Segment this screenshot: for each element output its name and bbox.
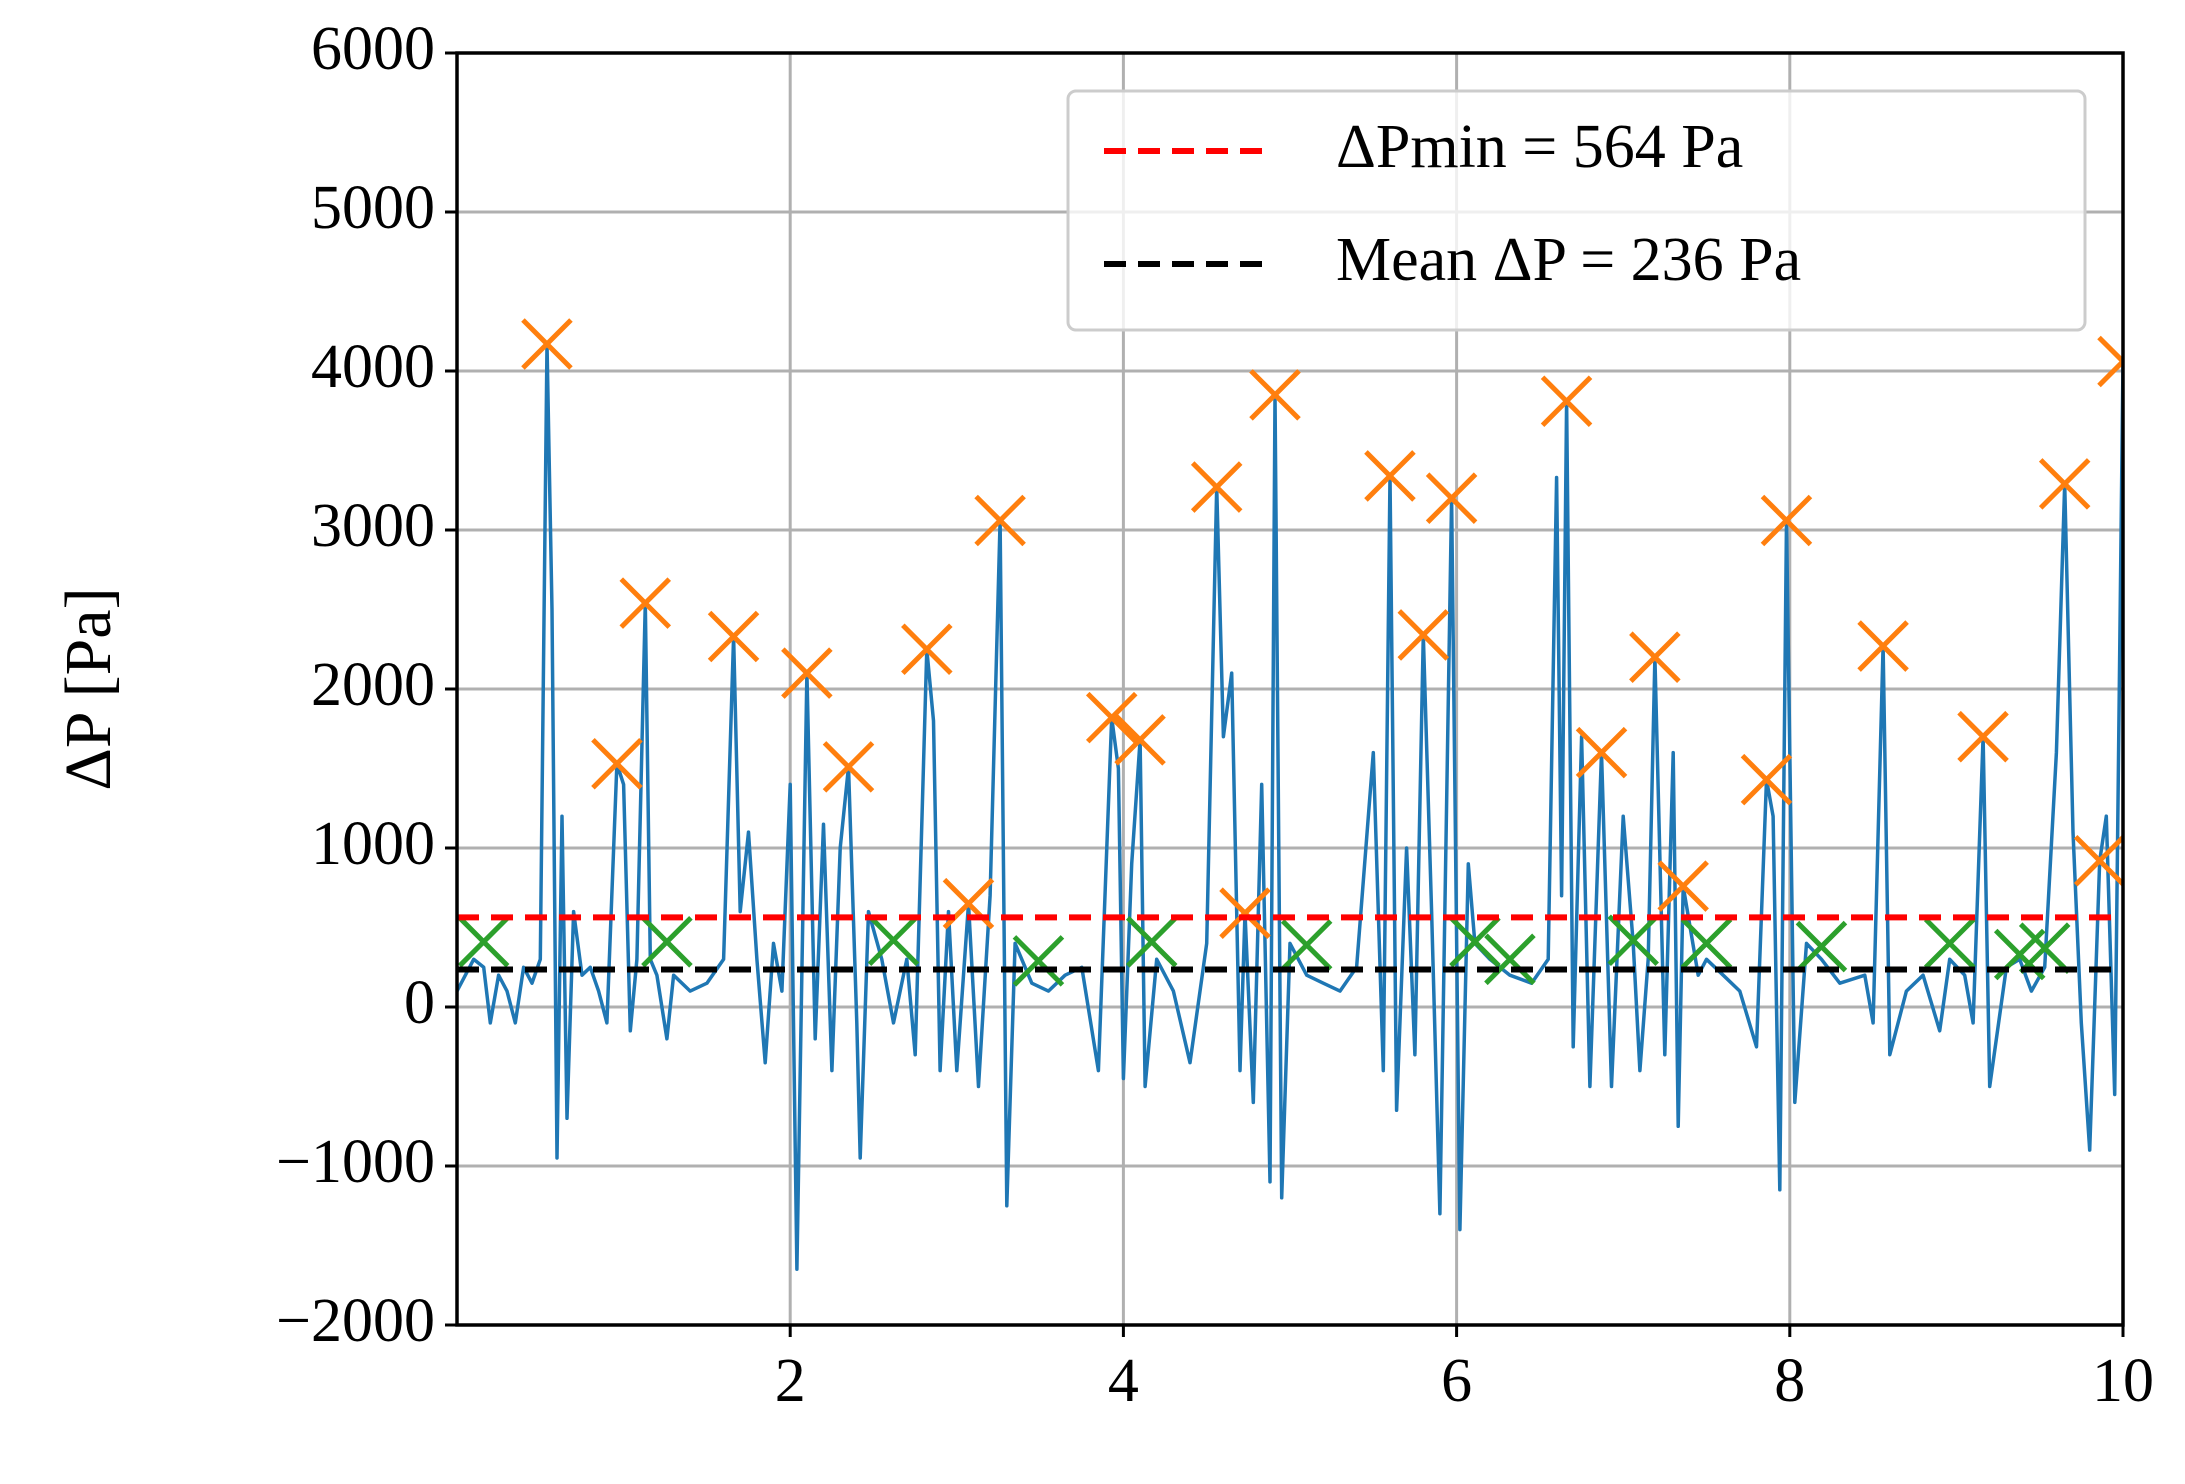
x-marker <box>1114 714 1166 766</box>
x-marker <box>901 623 953 676</box>
x-marker <box>2097 335 2123 388</box>
x-marker <box>1923 917 1976 970</box>
x-marker <box>2073 834 2123 887</box>
x-marker <box>1249 369 1301 421</box>
x-marker <box>1795 920 1848 973</box>
x-marker <box>641 916 693 968</box>
x-marker <box>1607 914 1659 966</box>
x-marker <box>1280 919 1333 971</box>
x-tick-label: 4 <box>1108 1347 1139 1415</box>
plot-area <box>457 318 2123 1272</box>
x-marker <box>1085 691 1138 744</box>
x-marker <box>707 610 760 663</box>
x-marker <box>1125 916 1178 968</box>
x-marker <box>2018 922 2071 974</box>
y-tick-label: 6000 <box>311 15 435 83</box>
x-tick-label: 10 <box>2092 1347 2154 1415</box>
x-marker <box>1760 494 1813 547</box>
x-tick-label: 2 <box>775 1347 806 1415</box>
y-tick-label: 4000 <box>311 333 435 401</box>
x-tick-label: 8 <box>1774 1347 1805 1415</box>
x-marker <box>974 494 1026 547</box>
x-marker <box>1012 935 1065 987</box>
x-marker <box>1740 753 1793 806</box>
x-marker <box>1957 710 2009 763</box>
x-marker <box>457 916 510 968</box>
x-marker <box>867 914 920 966</box>
x-marker <box>1190 461 1243 513</box>
x-marker <box>1219 887 1271 939</box>
x-marker <box>1397 609 1450 661</box>
y-tick-label: 1000 <box>311 810 435 878</box>
legend-label: Mean ΔP = 236 Pa <box>1336 226 1801 294</box>
x-marker <box>1857 620 1909 672</box>
y-tick-label: 0 <box>404 969 435 1037</box>
x-marker <box>1425 472 1478 524</box>
y-tick-label: 3000 <box>311 492 435 560</box>
x-marker <box>1575 726 1628 779</box>
y-axis-label: ΔP [Pa] <box>52 587 125 790</box>
x-marker <box>1540 375 1593 427</box>
x-marker <box>591 737 643 790</box>
legend-label: ΔPmin = 564 Pa <box>1336 113 1743 181</box>
x-tick-label: 6 <box>1441 1347 1472 1415</box>
x-marker <box>619 577 672 629</box>
y-tick-label: 2000 <box>311 651 435 719</box>
x-marker <box>1449 916 1501 968</box>
x-marker <box>1629 631 1681 683</box>
y-tick-label: −2000 <box>276 1287 435 1355</box>
y-tick-label: 5000 <box>311 174 435 242</box>
x-marker <box>781 647 833 699</box>
x-marker <box>822 741 875 793</box>
x-marker <box>1484 933 1536 986</box>
axes-frame <box>455 51 2125 1327</box>
data-line <box>457 342 2123 1272</box>
x-marker <box>1680 917 1733 970</box>
x-marker <box>1364 450 1416 502</box>
x-marker <box>1657 860 1709 912</box>
legend-box <box>1066 89 2087 332</box>
y-tick-label: −1000 <box>276 1128 435 1196</box>
x-marker <box>2038 458 2091 510</box>
x-marker <box>521 318 573 370</box>
